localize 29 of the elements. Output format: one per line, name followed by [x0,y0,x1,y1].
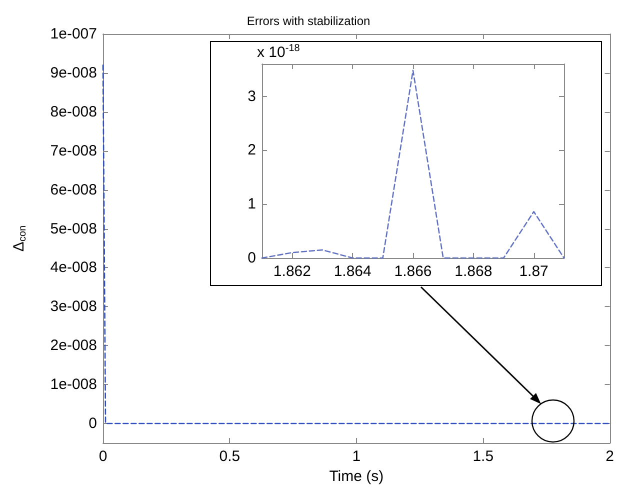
x-tick-label: 0 [98,448,108,465]
y-tick-label: 0 [88,415,97,432]
y-tick-label: 0 [248,250,256,266]
y-tick-label: 3 [248,88,256,105]
y-tick-label: 5e-008 [50,220,97,238]
x-tick-label: 1.5 [472,448,494,465]
y-axis-title: Δcon [10,225,28,252]
y-tick-label: 8e-008 [50,103,97,120]
y-tick-label: 2e-008 [50,337,97,354]
x-tick-label: 1.862 [273,263,311,280]
y-tick-label: 4e-008 [50,259,97,276]
x-tick-label: 1 [352,448,361,465]
x-tick-label: 1.866 [394,263,432,280]
y-tick-label: 1e-008 [50,376,97,394]
y-tick-label: 3e-008 [50,298,97,316]
x-tick-label: 2 [606,448,614,465]
y-tick-label: 1 [248,196,256,213]
y-tick-label: 9e-008 [50,64,97,82]
x-tick-label: 1.868 [454,263,492,280]
x-tick-label: 1.87 [519,263,548,280]
y-tick-label: 6e-008 [50,181,97,198]
chart-title: Errors with stabilization [246,14,370,28]
y-tick-label: 1e-007 [50,26,97,42]
y-tick-label: 7e-008 [50,142,97,160]
x-tick-label: 0.5 [219,448,240,465]
annotation: x 10$^{-18}$ [257,43,300,61]
y-tick-label: 2 [248,142,256,159]
x-tick-label: 1.864 [334,263,372,280]
x-axis-title: Time (s) [329,468,384,485]
